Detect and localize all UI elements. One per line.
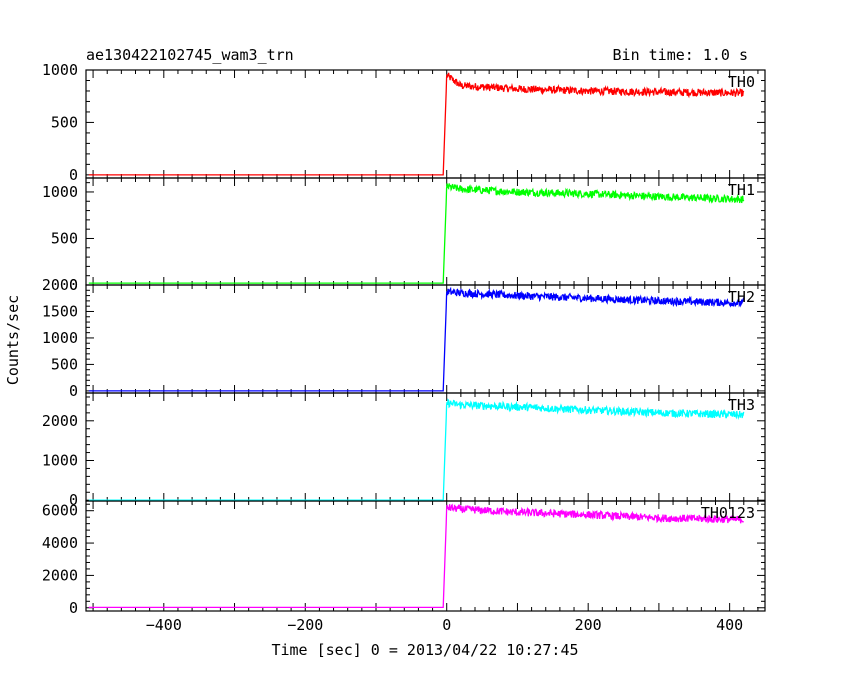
- series-line-th0123: [88, 503, 744, 609]
- y-tick-label: 2000: [42, 276, 78, 294]
- panel-label-th0: TH0: [728, 73, 755, 91]
- x-tick-label: 400: [716, 616, 743, 634]
- panel-label-th3: TH3: [728, 396, 755, 414]
- y-tick-label: 0: [69, 276, 78, 294]
- panel-frame: [85, 69, 766, 179]
- y-tick-label: 4000: [42, 534, 78, 552]
- series-line-th3: [88, 398, 745, 501]
- y-tick-label: 0: [69, 166, 78, 184]
- y-tick-label: 2000: [42, 566, 78, 584]
- x-axis-label: Time [sec] 0 = 2013/04/22 10:27:45: [271, 641, 578, 659]
- series-line-th0: [88, 72, 745, 176]
- panels-group: 0 500 1000 TH0 0 500 1000 TH1 0 500 1000 1500 2000 TH…: [42, 61, 766, 617]
- x-tick-label: −200: [287, 616, 323, 634]
- series-line-th1: [88, 183, 745, 284]
- y-tick-label: 2000: [42, 412, 78, 430]
- y-tick-label: 1500: [42, 302, 78, 320]
- bin-time-label: Bin time: 1.0 s: [613, 46, 748, 64]
- x-tick-label: 200: [575, 616, 602, 634]
- y-tick-label: 0: [69, 382, 78, 400]
- y-tick-label: 6000: [42, 502, 78, 520]
- panel-th0123: 0 2000 4000 6000 TH0123: [42, 500, 766, 617]
- y-tick-label: 1000: [42, 183, 78, 201]
- panel-label-th1: TH1: [728, 181, 755, 199]
- panel-th3: 0 1000 2000 TH3: [42, 392, 766, 509]
- panel-th1: 0 500 1000 TH1: [42, 177, 766, 294]
- x-axis-ticks: −400 −200 0 200 400: [146, 616, 743, 634]
- y-tick-label: 500: [51, 113, 78, 131]
- y-tick-label: 1000: [42, 452, 78, 470]
- panel-label-th0123: TH0123: [701, 504, 755, 522]
- series-line-th2: [88, 286, 745, 392]
- y-axis-label: Counts/sec: [4, 295, 22, 385]
- panel-th0: 0 500 1000 TH0: [42, 61, 766, 184]
- panel-label-th2: TH2: [728, 288, 755, 306]
- x-tick-label: 0: [442, 616, 451, 634]
- panel-frame: [85, 392, 766, 502]
- y-tick-label: 0: [69, 491, 78, 509]
- y-tick-label: 1000: [42, 61, 78, 79]
- y-tick-label: 1000: [42, 329, 78, 347]
- y-tick-label: 500: [51, 355, 78, 373]
- chart-title: ae130422102745_wam3_trn: [86, 46, 294, 64]
- y-tick-label: 500: [51, 229, 78, 247]
- y-tick-label: 0: [69, 599, 78, 617]
- x-tick-label: −400: [146, 616, 182, 634]
- panel-th2: 0 500 1000 1500 2000 TH2: [42, 276, 766, 400]
